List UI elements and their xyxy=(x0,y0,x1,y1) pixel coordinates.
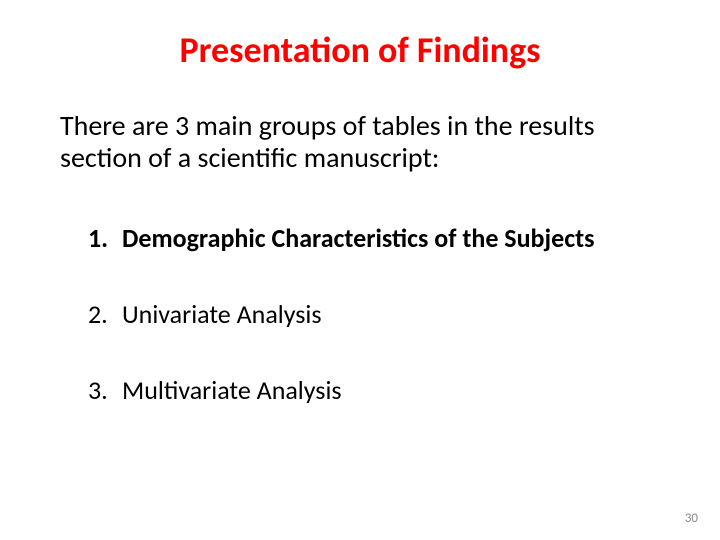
slide: Presentation of Findings There are 3 mai… xyxy=(0,0,720,540)
list-item-number: 3. xyxy=(88,376,122,406)
list-item-number: 1. xyxy=(88,224,122,254)
list-item-text: Demographic Characteristics of the Subje… xyxy=(122,222,594,254)
list-item: 3.Multivariate Analysis xyxy=(88,376,660,406)
intro-text: There are 3 main groups of tables in the… xyxy=(60,110,660,174)
list-item-text: Multivariate Analysis xyxy=(122,374,342,406)
page-number: 30 xyxy=(685,511,698,526)
list-item: 1.Demographic Characteristics of the Sub… xyxy=(88,224,660,254)
list-item-number: 2. xyxy=(88,300,122,330)
numbered-list: 1.Demographic Characteristics of the Sub… xyxy=(60,224,660,406)
slide-title: Presentation of Findings xyxy=(60,28,660,72)
list-item: 2.Univariate Analysis xyxy=(88,300,660,330)
list-item-text: Univariate Analysis xyxy=(122,298,322,330)
